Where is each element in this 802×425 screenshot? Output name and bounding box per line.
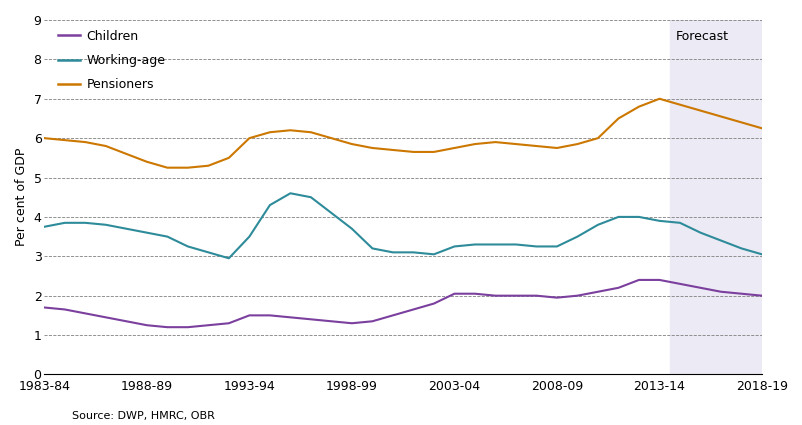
Bar <box>669 20 761 374</box>
Text: Source: DWP, HMRC, OBR: Source: DWP, HMRC, OBR <box>72 411 215 421</box>
Y-axis label: Per cent of GDP: Per cent of GDP <box>15 148 28 246</box>
Legend: Children, Working-age, Pensioners: Children, Working-age, Pensioners <box>58 30 165 91</box>
Text: Forecast: Forecast <box>675 30 728 43</box>
